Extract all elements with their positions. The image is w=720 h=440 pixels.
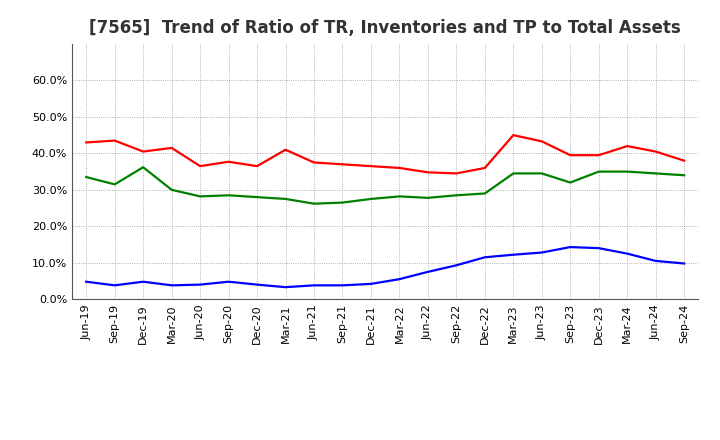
Trade Receivables <box>623 143 631 149</box>
Trade Receivables <box>167 145 176 150</box>
Trade Payables <box>225 193 233 198</box>
Line: Trade Payables: Trade Payables <box>86 167 684 204</box>
Trade Receivables <box>423 170 432 175</box>
Legend: Trade Receivables, Inventories, Trade Payables: Trade Receivables, Inventories, Trade Pa… <box>179 438 591 440</box>
Inventories <box>652 258 660 264</box>
Inventories <box>537 250 546 255</box>
Line: Trade Receivables: Trade Receivables <box>86 135 684 173</box>
Trade Receivables <box>652 149 660 154</box>
Trade Payables <box>623 169 631 174</box>
Trade Payables <box>680 172 688 178</box>
Trade Receivables <box>253 164 261 169</box>
Title: [7565]  Trend of Ratio of TR, Inventories and TP to Total Assets: [7565] Trend of Ratio of TR, Inventories… <box>89 19 681 37</box>
Trade Payables <box>253 194 261 200</box>
Inventories <box>110 283 119 288</box>
Trade Receivables <box>82 140 91 145</box>
Inventories <box>509 252 518 257</box>
Inventories <box>680 261 688 266</box>
Trade Payables <box>338 200 347 205</box>
Inventories <box>366 281 375 286</box>
Trade Payables <box>595 169 603 174</box>
Trade Payables <box>452 193 461 198</box>
Trade Payables <box>395 194 404 199</box>
Trade Receivables <box>395 165 404 171</box>
Inventories <box>82 279 91 284</box>
Trade Receivables <box>566 153 575 158</box>
Line: Inventories: Inventories <box>86 247 684 287</box>
Trade Payables <box>310 201 318 206</box>
Trade Payables <box>282 196 290 202</box>
Trade Receivables <box>480 165 489 171</box>
Trade Payables <box>139 165 148 170</box>
Trade Receivables <box>509 132 518 138</box>
Inventories <box>452 263 461 268</box>
Inventories <box>395 276 404 282</box>
Inventories <box>225 279 233 284</box>
Trade Payables <box>537 171 546 176</box>
Inventories <box>139 279 148 284</box>
Trade Payables <box>82 174 91 180</box>
Trade Payables <box>110 182 119 187</box>
Inventories <box>253 282 261 287</box>
Inventories <box>423 269 432 275</box>
Trade Payables <box>566 180 575 185</box>
Inventories <box>338 283 347 288</box>
Trade Receivables <box>680 158 688 163</box>
Inventories <box>167 283 176 288</box>
Trade Receivables <box>225 159 233 165</box>
Trade Receivables <box>595 153 603 158</box>
Trade Receivables <box>310 160 318 165</box>
Trade Payables <box>509 171 518 176</box>
Inventories <box>480 255 489 260</box>
Trade Payables <box>652 171 660 176</box>
Inventories <box>310 283 318 288</box>
Trade Receivables <box>366 164 375 169</box>
Inventories <box>566 245 575 250</box>
Trade Receivables <box>110 138 119 143</box>
Inventories <box>196 282 204 287</box>
Trade Receivables <box>282 147 290 152</box>
Trade Receivables <box>537 139 546 144</box>
Trade Receivables <box>452 171 461 176</box>
Trade Payables <box>366 196 375 202</box>
Trade Payables <box>167 187 176 192</box>
Trade Receivables <box>139 149 148 154</box>
Trade Receivables <box>196 164 204 169</box>
Inventories <box>623 251 631 256</box>
Inventories <box>282 285 290 290</box>
Inventories <box>595 246 603 251</box>
Trade Payables <box>423 195 432 201</box>
Trade Payables <box>196 194 204 199</box>
Trade Receivables <box>338 161 347 167</box>
Trade Payables <box>480 191 489 196</box>
